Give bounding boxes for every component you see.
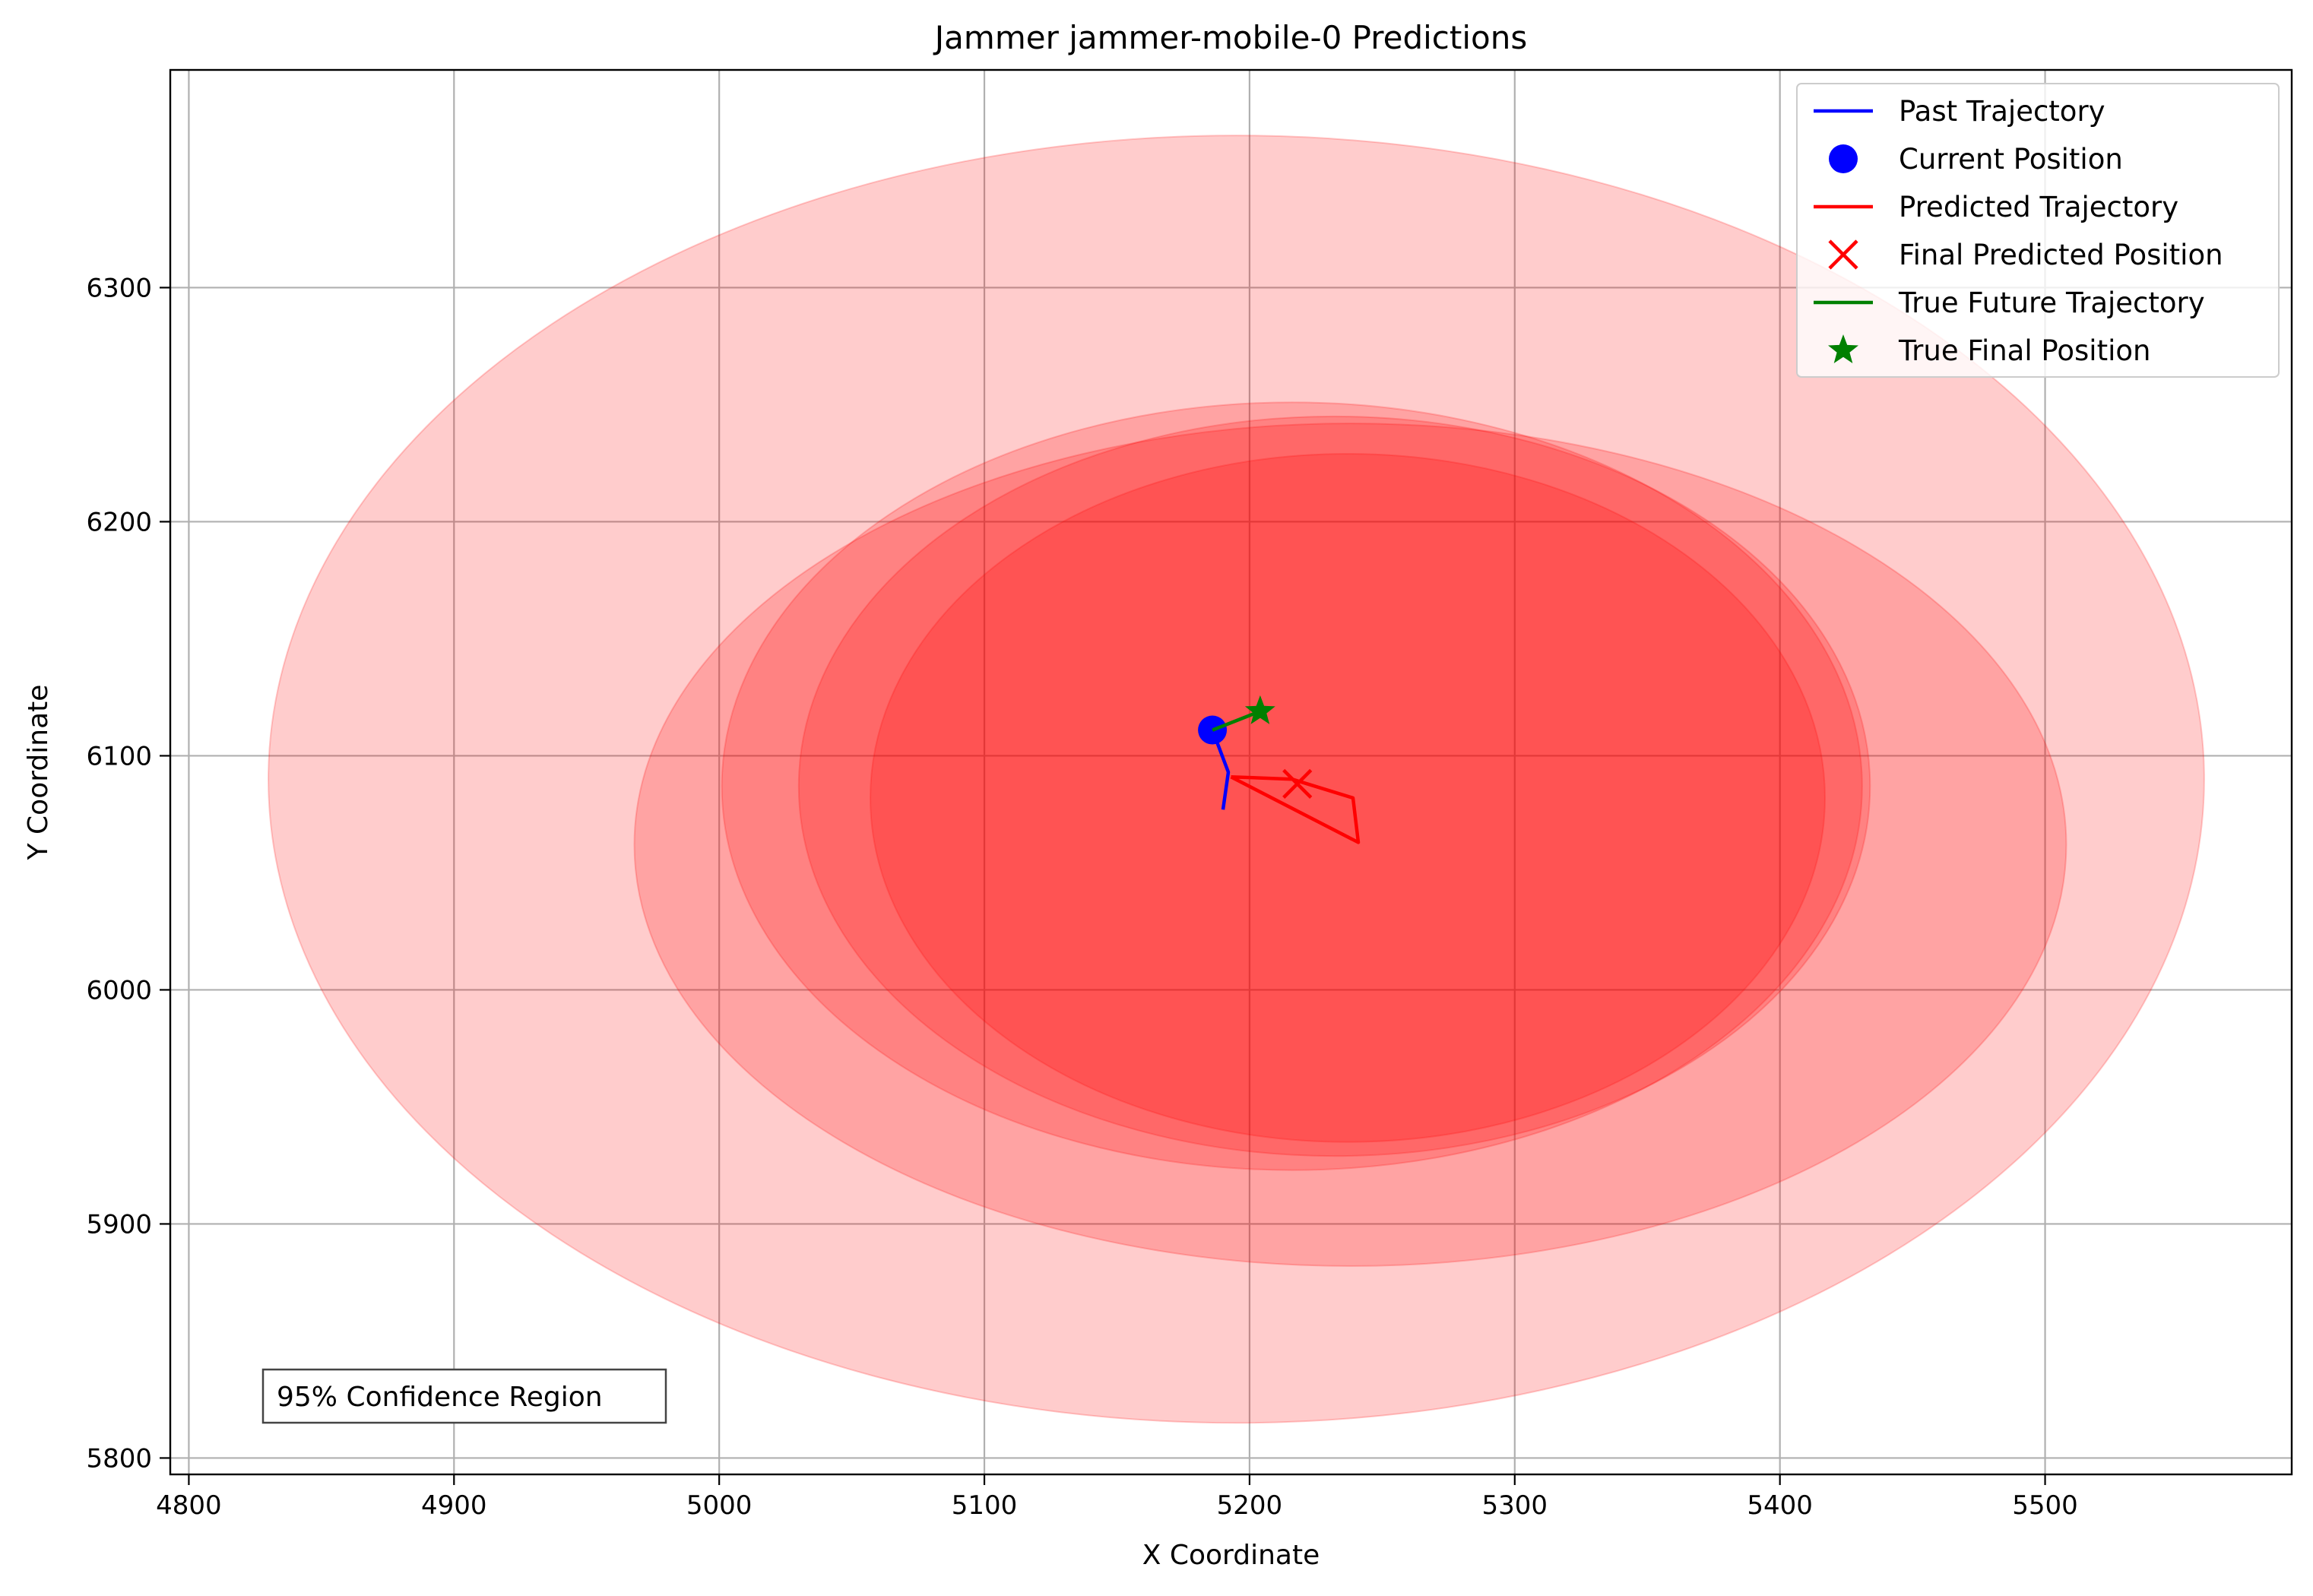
x-tick-label: 5200 <box>1217 1490 1283 1521</box>
y-tick-label: 6000 <box>86 975 152 1005</box>
legend: Past Trajectory Current Position Predicted… <box>1796 83 2280 378</box>
confidence-ellipse <box>633 423 2067 1267</box>
legend-label-final-predicted-position: Final Predicted Position <box>1899 239 2223 271</box>
true-final-position-marker <box>1244 695 1275 724</box>
x-tick-label: 4800 <box>156 1490 222 1521</box>
legend-label-past-trajectory: Past Trajectory <box>1899 95 2105 128</box>
x-tick-label: 5000 <box>686 1490 753 1521</box>
confidence-annotation: 95% Confidence Region <box>261 1368 667 1424</box>
annotation-box <box>261 1368 667 1424</box>
legend-swatch-final-predicted-position <box>1828 239 1858 270</box>
legend-label-true-final-position: True Final Position <box>1898 334 2150 367</box>
x-axis-label: X Coordinate <box>1142 1540 1320 1571</box>
y-tick-label: 6300 <box>86 273 152 303</box>
legend-swatch-current-position <box>1829 144 1858 173</box>
series-layer <box>1198 695 1361 844</box>
predicted-trajectory-line <box>1230 774 1361 844</box>
legend-box <box>1796 83 2280 378</box>
annotation-text: 95% Confidence Region <box>277 1382 603 1413</box>
confidence-ellipse <box>721 401 1863 1171</box>
axis-ticks: 4800 4900 5000 5100 5200 5300 5400 5500 5800 5900… <box>86 273 2077 1521</box>
y-tick-label: 5800 <box>86 1443 152 1474</box>
y-tick-label: 6200 <box>86 507 152 537</box>
past-trajectory-line <box>1210 729 1231 810</box>
y-tick-label: 5900 <box>86 1209 152 1240</box>
current-position-marker <box>1198 715 1228 745</box>
final-predicted-position-marker-stroke-2 <box>1282 768 1313 799</box>
x-tick-label: 4900 <box>421 1490 487 1521</box>
x-tick-label: 5100 <box>952 1490 1018 1521</box>
confidence-ellipse <box>797 415 1871 1157</box>
confidence-ellipses <box>268 135 2205 1424</box>
x-tick-label: 5300 <box>1482 1490 1548 1521</box>
legend-swatch-true-final-position <box>1828 334 1858 363</box>
y-tick-label: 6100 <box>86 741 152 771</box>
legend-swatch-final-predicted-position-stroke-2 <box>1828 239 1858 270</box>
true-future-trajectory-line <box>1212 709 1261 732</box>
legend-label-predicted-trajectory: Predicted Trajectory <box>1899 191 2178 223</box>
legend-label-current-position: Current Position <box>1899 143 2123 176</box>
y-axis-label: Y Coordinate <box>23 685 54 861</box>
x-tick-label: 5400 <box>1747 1490 1813 1521</box>
plot-frame <box>169 68 2293 1476</box>
x-tick-label: 5500 <box>2012 1490 2078 1521</box>
legend-label-true-future-trajectory: True Future Trajectory <box>1898 287 2205 319</box>
final-predicted-position-marker <box>1282 768 1313 799</box>
chart-title: Jammer jammer-mobile-0 Predictions <box>933 19 1527 56</box>
